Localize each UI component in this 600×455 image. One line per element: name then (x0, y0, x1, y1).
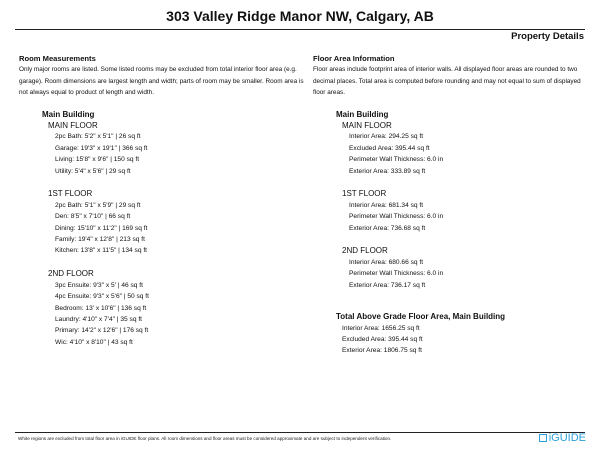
page-subtitle: Property Details (511, 31, 584, 42)
list-item: Perimeter Wall Thickness: 6.0 in (349, 156, 444, 164)
floor-heading: 2ND FLOOR (48, 269, 94, 279)
room-measurements-section: Room Measurements Only major rooms are l… (19, 53, 304, 348)
footer-divider (15, 432, 585, 433)
list-item: Exterior Area: 333.89 sq ft (349, 167, 426, 175)
list-item: Garage: 19'3" x 19'1" | 366 sq ft (55, 144, 148, 152)
floor-heading: 1ST FLOOR (48, 189, 93, 199)
list-item: 3pc Ensuite: 9'3" x 5' | 46 sq ft (55, 281, 143, 289)
iguide-logo: iGUIDE (538, 432, 586, 444)
list-item: Utility: 5'4" x 5'6" | 29 sq ft (55, 167, 131, 175)
list-item: 2pc Bath: 5'2" x 5'1" | 26 sq ft (55, 133, 141, 141)
list-item: Family: 19'4" x 12'8" | 213 sq ft (55, 236, 145, 244)
logo-icon (538, 434, 547, 442)
list-item: Interior Area: 294.25 sq ft (349, 133, 424, 141)
list-item: Living: 15'8" x 9'6" | 150 sq ft (55, 156, 140, 164)
total-heading: Total Above Grade Floor Area, Main Build… (336, 312, 506, 322)
list-item: 2pc Bath: 5'1" x 5'9" | 29 sq ft (55, 201, 141, 209)
floor-area-section: Floor Area Information Floor areas inclu… (313, 53, 593, 357)
footer-note: White regions are excluded from total fl… (18, 436, 392, 441)
list-item: Den: 8'5" x 7'10" | 66 sq ft (55, 213, 131, 221)
list-item: Interior Area: 680.66 sq ft (349, 258, 424, 266)
list-item: Perimeter Wall Thickness: 6.0 in (349, 213, 444, 221)
total-item: Excluded Area: 395.44 sq ft (342, 335, 423, 343)
floor-heading: MAIN FLOOR (48, 121, 98, 131)
total-item: Interior Area: 1656.25 sq ft (342, 324, 420, 332)
list-item: Primary: 14'2" x 12'6" | 176 sq ft (55, 327, 149, 335)
total-item: Exterior Area: 1806.75 sq ft (342, 347, 422, 355)
list-item: Interior Area: 681.34 sq ft (349, 201, 424, 209)
section-description: Only major rooms are listed. Some listed… (19, 66, 304, 97)
page-title: 303 Valley Ridge Manor NW, Calgary, AB (166, 8, 434, 24)
header-divider (15, 29, 585, 30)
list-item: Perimeter Wall Thickness: 6.0 in (349, 270, 444, 278)
list-item: Bedroom: 13' x 10'6" | 136 sq ft (55, 304, 147, 312)
section-heading: Floor Area Information (313, 54, 395, 63)
logo-text: iGUIDE (548, 432, 586, 444)
section-description: Floor areas include footprint area of in… (313, 66, 581, 97)
floor-heading: MAIN FLOOR (342, 121, 392, 131)
list-item: Exterior Area: 736.68 sq ft (349, 224, 426, 232)
building-heading: Main Building (336, 109, 389, 119)
list-item: 4pc Ensuite: 9'3" x 5'6" | 50 sq ft (55, 293, 149, 301)
list-item: Excluded Area: 395.44 sq ft (349, 144, 430, 152)
list-item: Kitchen: 13'8" x 11'5" | 134 sq ft (55, 247, 147, 255)
list-item: Dining: 15'10" x 11'2" | 169 sq ft (55, 224, 148, 232)
list-item: Exterior Area: 736.17 sq ft (349, 281, 426, 289)
floor-heading: 2ND FLOOR (342, 246, 388, 256)
list-item: Laundry: 4'10" x 7'4" | 35 sq ft (55, 315, 142, 323)
section-heading: Room Measurements (19, 54, 96, 63)
building-heading: Main Building (42, 109, 95, 119)
list-item: Wic: 4'10" x 8'10" | 43 sq ft (55, 338, 133, 346)
floor-heading: 1ST FLOOR (342, 189, 387, 199)
